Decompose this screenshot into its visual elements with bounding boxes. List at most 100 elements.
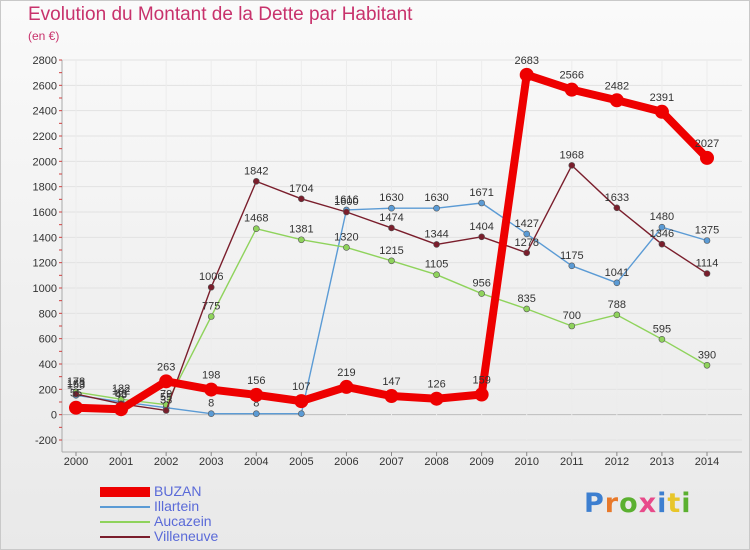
- data-label-aucazein: 1468: [244, 213, 268, 225]
- logo-letter: r: [604, 488, 620, 519]
- data-point-villeneuve: [388, 224, 395, 232]
- data-label-aucazein: 1320: [334, 231, 358, 243]
- data-label-illartein: 153: [67, 379, 85, 391]
- y-tick-label: 1400: [33, 232, 57, 244]
- data-label-villeneuve: 33: [160, 394, 172, 406]
- data-label-illartein: 1175: [560, 250, 584, 262]
- data-label-illartein: 1041: [605, 267, 629, 279]
- data-label-villeneuve: 1633: [605, 192, 629, 204]
- data-label-illartein: 8: [253, 398, 259, 410]
- legend-label-illartein: Illartein: [154, 498, 200, 514]
- y-tick-label: 1800: [33, 182, 57, 194]
- data-label-aucazein: 79: [160, 389, 172, 401]
- data-point-villeneuve: [523, 249, 531, 257]
- legend-label-buzan: BUZAN: [154, 483, 202, 499]
- x-tick-label: 2005: [289, 456, 313, 468]
- data-point-villeneuve: [298, 195, 305, 203]
- data-point-illartein: [433, 204, 440, 212]
- data-point-buzan: [700, 150, 714, 165]
- data-label-buzan: 55: [70, 388, 82, 400]
- data-label-buzan: 156: [247, 375, 265, 387]
- data-label-illartein: 1616: [334, 194, 358, 206]
- data-point-aucazein: [568, 322, 576, 330]
- chart-subtitle: (en €): [28, 29, 60, 43]
- data-label-aucazein: 1105: [425, 259, 449, 271]
- legend-swatch-aucazein: [100, 520, 150, 523]
- legend-swatch-buzan: [100, 486, 150, 497]
- legend-label-aucazein: Aucazein: [154, 513, 212, 529]
- data-label-villeneuve: 1474: [379, 212, 403, 224]
- data-label-aucazein: 178: [67, 376, 85, 388]
- data-label-buzan: 159: [472, 375, 490, 387]
- data-point-buzan: [564, 82, 579, 97]
- data-label-illartein: 1630: [379, 192, 403, 204]
- data-label-buzan: 2391: [650, 92, 674, 104]
- y-tick-label: 800: [39, 308, 57, 320]
- data-point-aucazein: [703, 361, 711, 369]
- x-tick-label: 2002: [154, 456, 178, 468]
- data-label-illartein: 1630: [424, 192, 448, 204]
- data-point-buzan: [249, 387, 264, 402]
- y-tick-label: 200: [39, 384, 57, 396]
- data-point-aucazein: [478, 290, 485, 297]
- data-point-aucazein: [388, 257, 395, 265]
- data-label-illartein: 1480: [650, 211, 674, 223]
- data-label-villeneuve: 163: [67, 378, 85, 390]
- data-point-aucazein: [207, 313, 215, 320]
- x-tick-label: 2009: [469, 456, 493, 468]
- data-label-illartein: 1427: [514, 218, 538, 230]
- logo-letter: i: [657, 488, 668, 519]
- y-tick-label: 0: [51, 410, 57, 422]
- logo-letter: i: [681, 488, 692, 519]
- data-point-aucazein: [433, 271, 440, 279]
- data-point-illartein: [388, 204, 395, 212]
- data-point-buzan: [339, 379, 354, 394]
- data-label-aucazein: 775: [202, 301, 220, 313]
- x-tick-label: 2007: [379, 456, 403, 468]
- data-point-aucazein: [252, 225, 260, 233]
- data-label-villeneuve: 1278: [514, 237, 538, 249]
- data-point-villeneuve: [343, 208, 350, 216]
- x-tick-label: 2004: [244, 456, 268, 468]
- data-point-buzan: [159, 374, 174, 389]
- chart-title: Evolution du Montant de la Dette par Hab…: [28, 4, 413, 25]
- data-point-illartein: [568, 262, 576, 270]
- data-point-buzan: [384, 389, 399, 404]
- y-tick-label: 600: [39, 334, 57, 346]
- data-point-villeneuve: [478, 233, 485, 241]
- data-point-villeneuve: [703, 270, 711, 277]
- x-tick-label: 2010: [514, 456, 538, 468]
- data-point-villeneuve: [207, 283, 215, 291]
- data-label-villeneuve: 1600: [334, 196, 358, 208]
- legend-swatch-villeneuve: [100, 535, 150, 538]
- y-tick-label: 2600: [33, 80, 57, 92]
- data-label-buzan: 263: [157, 361, 175, 373]
- data-point-villeneuve: [252, 178, 260, 185]
- data-label-buzan: 126: [427, 379, 445, 391]
- data-point-villeneuve: [613, 204, 621, 212]
- logo-letter: t: [667, 488, 682, 519]
- data-label-buzan: 147: [382, 376, 400, 388]
- y-tick-label: -200: [35, 435, 57, 447]
- x-tick-label: 2006: [334, 456, 358, 468]
- x-tick-label: 2003: [199, 456, 223, 468]
- data-point-villeneuve: [72, 390, 80, 398]
- data-label-villeneuve: 1346: [650, 228, 674, 240]
- data-point-villeneuve: [568, 162, 576, 169]
- data-label-illartein: 8: [208, 398, 214, 410]
- data-label-villeneuve: 1404: [469, 221, 493, 233]
- data-label-villeneuve: 1006: [199, 271, 223, 283]
- y-tick-label: 2800: [33, 55, 57, 67]
- data-point-buzan: [69, 400, 83, 415]
- data-label-villeneuve: 1704: [289, 183, 313, 195]
- data-label-aucazein: 122: [112, 383, 130, 395]
- logo-letter: P: [584, 488, 605, 519]
- data-point-buzan: [654, 104, 669, 119]
- x-tick-label: 2000: [64, 456, 88, 468]
- data-point-illartein: [703, 237, 711, 244]
- data-label-buzan: 107: [292, 381, 310, 393]
- data-point-illartein: [207, 410, 215, 417]
- y-tick-label: 2000: [33, 156, 57, 168]
- data-point-aucazein: [658, 335, 666, 343]
